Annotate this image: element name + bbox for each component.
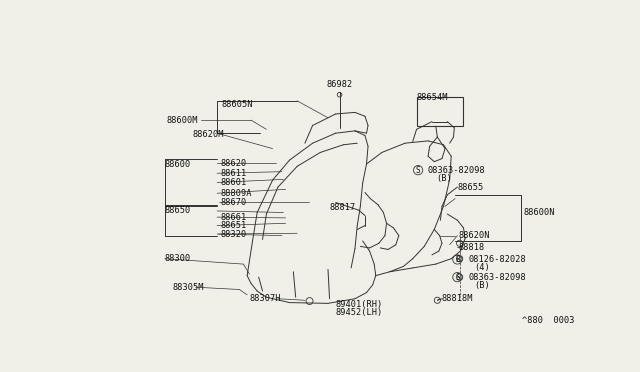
Text: S: S [455, 273, 460, 282]
Text: 88620: 88620 [220, 159, 246, 168]
Text: 88300: 88300 [164, 254, 191, 263]
Text: 88605N: 88605N [221, 100, 253, 109]
Text: (B): (B) [436, 174, 452, 183]
Text: 88611: 88611 [220, 169, 246, 178]
Text: 88661: 88661 [220, 213, 246, 222]
Text: (B): (B) [474, 281, 490, 290]
Text: 89401(RH): 89401(RH) [336, 299, 383, 309]
Text: 88620M: 88620M [193, 130, 224, 139]
Text: 88818: 88818 [459, 243, 485, 251]
Text: 88305M: 88305M [172, 283, 204, 292]
Text: 88307H: 88307H [250, 294, 281, 303]
Text: 08363-82098: 08363-82098 [468, 273, 526, 282]
Text: 88620N: 88620N [459, 231, 490, 240]
Text: 88650: 88650 [164, 206, 191, 215]
Text: 88670: 88670 [220, 198, 246, 207]
Text: 88817: 88817 [330, 203, 356, 212]
Text: S: S [416, 166, 420, 174]
Text: 08363-82098: 08363-82098 [428, 166, 485, 174]
Text: 08126-82028: 08126-82028 [468, 255, 526, 264]
Text: 88809A: 88809A [220, 189, 252, 198]
Text: 88320: 88320 [220, 230, 246, 238]
Text: ^880  0003: ^880 0003 [522, 316, 575, 325]
Text: 88818M: 88818M [442, 294, 474, 303]
Text: 88600N: 88600N [524, 208, 555, 217]
Text: (4): (4) [474, 263, 490, 272]
Text: B: B [455, 255, 460, 264]
Text: 89452(LH): 89452(LH) [336, 308, 383, 317]
Text: 88651: 88651 [220, 221, 246, 230]
Text: 88655: 88655 [458, 183, 484, 192]
Text: 88600M: 88600M [166, 116, 198, 125]
Text: 88654M: 88654M [417, 93, 448, 102]
Text: 88600: 88600 [164, 160, 191, 169]
Text: 86982: 86982 [326, 80, 353, 89]
Text: 88601: 88601 [220, 178, 246, 187]
